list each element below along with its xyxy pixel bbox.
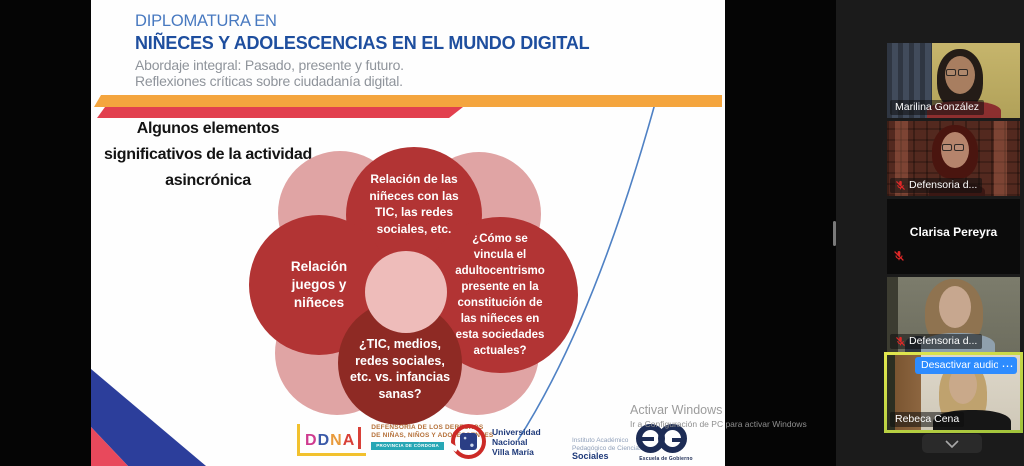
participant-tile-rebeca[interactable]: Desactivar audio ⋯ Rebeca Cena [887, 355, 1020, 430]
unvm-logo: Universidad Nacional Villa María [448, 424, 541, 459]
participant-name: Rebeca Cena [895, 413, 960, 425]
participants-panel: Marilina González Defensoria d... [833, 0, 1024, 466]
ddna-red-bar [358, 427, 362, 449]
participant-name: Defensoria d... [909, 179, 978, 191]
bubble-top-text: Relación de las niñeces con las TIC, las… [369, 172, 459, 236]
eg-gbar [672, 438, 682, 442]
slide-heading-line1: Algunos elementos [136, 120, 280, 137]
mic-off-icon [896, 336, 905, 346]
ddna-ribbon: PROVINCIA DE CÓRDOBA [371, 442, 445, 450]
ddna-line1: DEFENSORÍA DE LOS DERECHOS [371, 424, 484, 431]
slide-heading: Algunos elementos significativos de la a… [99, 116, 317, 194]
orange-divider-bar [94, 95, 722, 107]
unvm-line1: Universidad [492, 426, 541, 437]
center-circle [365, 251, 447, 333]
eg-ebar [640, 437, 654, 441]
participant-name: Marilina González [895, 101, 980, 113]
slide-subtitle-line2: Reflexiones críticas sobre ciudadanía di… [135, 72, 403, 89]
mute-audio-button[interactable]: Desactivar audio [915, 357, 1006, 374]
unvm-ring-icon [448, 424, 486, 459]
instituto-line3: Sociales [572, 451, 609, 461]
wall-strip [887, 355, 895, 430]
mic-off-icon [893, 249, 905, 267]
participant-tile-marilina[interactable]: Marilina González [887, 43, 1020, 118]
instituto-line1: Instituto Académico [572, 437, 629, 444]
chevron-down-icon [945, 439, 959, 448]
collapse-strip-button[interactable] [922, 434, 982, 453]
unvm-wordmark: Universidad Nacional Villa María [492, 427, 541, 457]
unvm-square-icon [460, 433, 477, 450]
curtain-band [994, 121, 1007, 196]
bubble-bottom-text: ¿TIC, medios, redes sociales, etc. vs. i… [349, 337, 451, 401]
presentation-slide: DIPLOMATURA EN NIÑECES Y ADOLESCENCIAS E… [91, 0, 725, 466]
participant-name: Defensoria d... [909, 335, 978, 347]
slide-title-block: DIPLOMATURA EN NIÑECES Y ADOLESCENCIAS E… [135, 12, 695, 89]
ddna-letter: N [330, 432, 342, 449]
ddna-letter: A [342, 432, 355, 449]
ddna-line2: DE NIÑAS, NIÑOS Y ADOLESCENTES [371, 432, 494, 439]
windows-activation-watermark: Activar Windows Ir a Configuración de PC… [630, 403, 807, 429]
unvm-line2: Nacional [492, 436, 528, 447]
more-options-button[interactable]: ⋯ [998, 357, 1017, 374]
watermark-line1: Activar Windows [630, 403, 723, 417]
panel-drag-handle[interactable] [833, 221, 836, 246]
participant-tile-defensoria-1[interactable]: Defensoria d... [887, 121, 1020, 196]
participant-name: Clarisa Pereyra [909, 225, 998, 239]
ddna-logo: D D N A DEFENSORÍA DE LOS DERECHOS DE NI… [297, 424, 493, 456]
red-corner-stripe [91, 427, 128, 466]
watermark-line2: Ir a Configuración de PC para activar Wi… [630, 419, 807, 429]
instituto-line2: Pedagógico de Ciencias [572, 444, 643, 452]
wall-edge [887, 277, 898, 352]
eg-circle-g [658, 424, 687, 453]
bubble-bottom: ¿TIC, medios, redes sociales, etc. vs. i… [338, 301, 462, 425]
participant-tile-defensoria-2[interactable]: Defensoria d... [887, 277, 1020, 352]
blue-corner-stripe [91, 369, 206, 466]
red-accent-bar [97, 107, 463, 118]
curtain-band [895, 121, 908, 196]
participant-name-label: Defensoria d... [890, 178, 983, 193]
participant-face [939, 286, 971, 328]
ddna-acronym: D D N A [297, 424, 367, 456]
glasses [946, 69, 968, 76]
glasses [942, 144, 964, 151]
participant-name-label: Marilina González [890, 100, 985, 115]
mic-off-icon [896, 180, 905, 190]
participant-name-label: Rebeca Cena [890, 412, 965, 427]
ddna-wordmark: DEFENSORÍA DE LOS DERECHOS DE NIÑAS, NIÑ… [371, 424, 493, 450]
participant-name-label: Defensoria d... [890, 334, 983, 349]
ddna-letter: D [317, 432, 330, 449]
eg-monogram-icon [634, 424, 698, 454]
active-speaker-border: Desactivar audio ⋯ Rebeca Cena [884, 352, 1023, 433]
ddna-letter: D [305, 432, 317, 449]
bubble-left-text: Relación juegos y niñeces [290, 259, 348, 310]
slide-heading-line3: asincrónica [165, 172, 251, 189]
slide-title-line2: NIÑECES Y ADOLESCENCIAS EN EL MUNDO DIGI… [135, 33, 590, 53]
screen-share-region: DIPLOMATURA EN NIÑECES Y ADOLESCENCIAS E… [91, 0, 807, 466]
slide-subtitle-line1: Abordaje integral: Pasado, presente y fu… [135, 57, 404, 73]
escuela-gobierno-logo: Escuela de Gobierno [634, 424, 698, 462]
bubble-right: ¿Cómo se vincula el adultocentrismo pres… [422, 217, 578, 373]
bubble-right-text: ¿Cómo se vincula el adultocentrismo pres… [455, 233, 545, 357]
instituto-wordmark: Instituto Académico Pedagógico de Cienci… [572, 437, 642, 461]
slide-title-line1: DIPLOMATURA EN [135, 12, 277, 30]
eg-label: Escuela de Gobierno [639, 456, 693, 462]
unvm-line3: Villa María [492, 446, 534, 457]
participant-tile-clarisa[interactable]: Clarisa Pereyra [887, 199, 1020, 274]
slide-heading-line2: significativos de la actividad [104, 146, 312, 163]
